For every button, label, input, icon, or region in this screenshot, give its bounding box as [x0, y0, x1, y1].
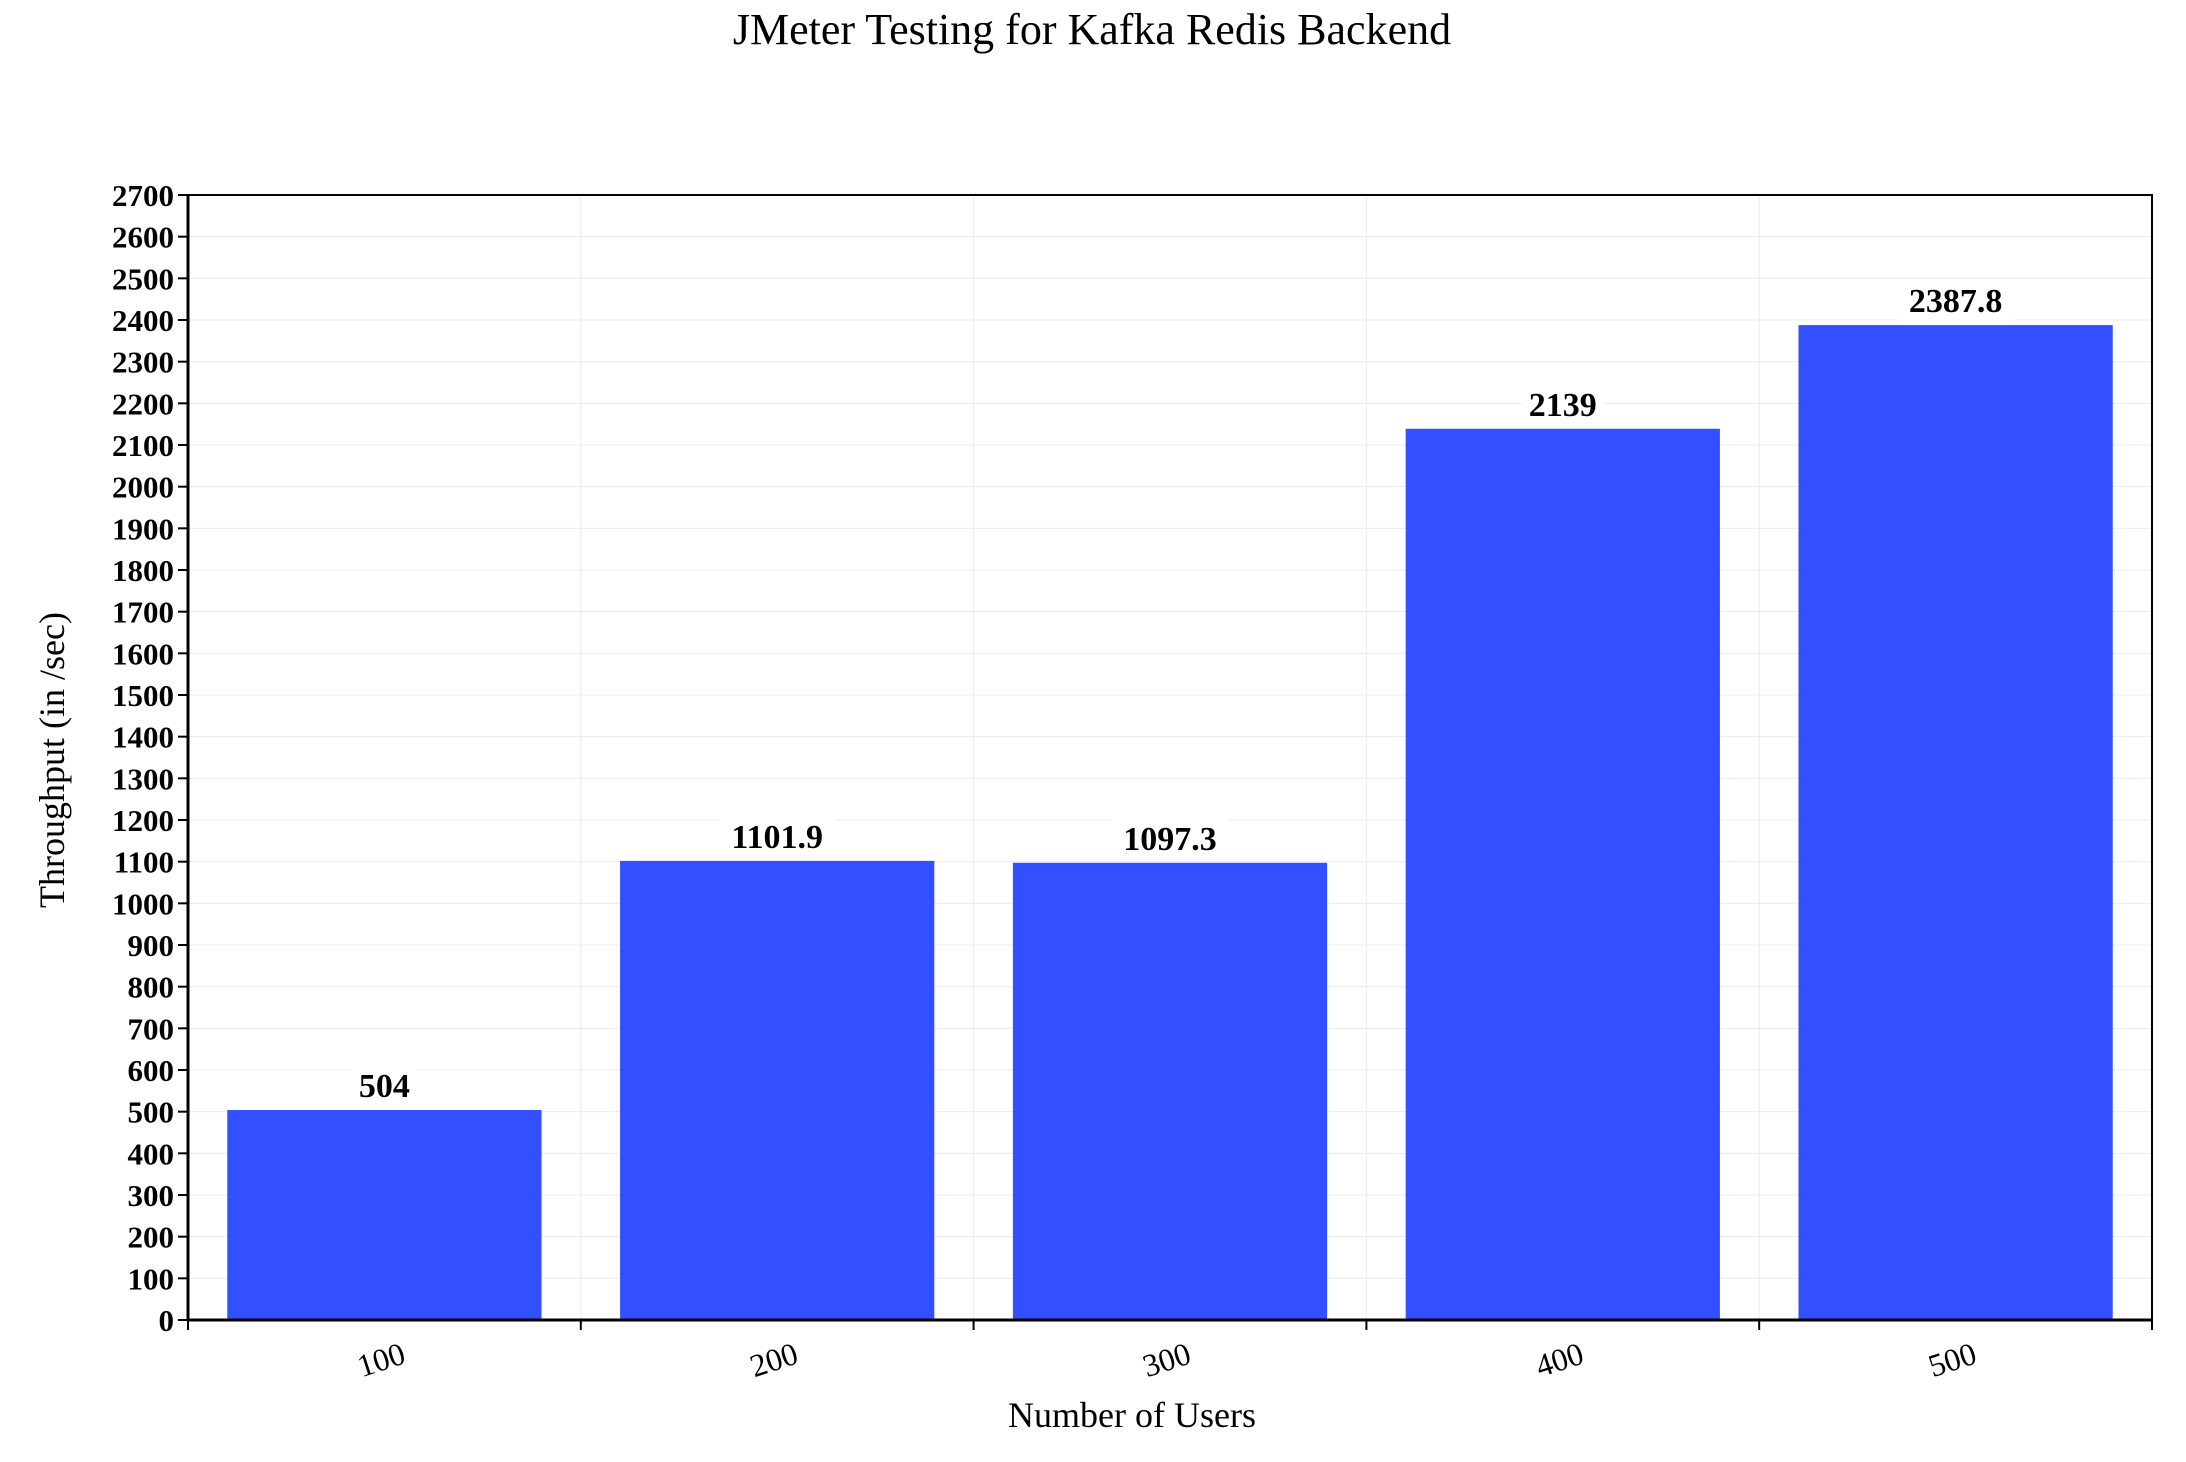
y-tick-label: 0	[159, 1303, 175, 1338]
y-tick-label: 300	[128, 1178, 175, 1213]
y-tick-label: 1900	[112, 511, 174, 546]
y-tick-label: 1400	[112, 720, 174, 755]
x-tick-label: 500	[1924, 1335, 1981, 1384]
y-axis-title: Throughput (in /sec)	[32, 612, 72, 908]
y-tick-label: 2300	[112, 345, 174, 380]
y-tick-label: 2100	[112, 428, 174, 463]
bar-label-bg	[1897, 279, 2014, 322]
bar-value-label: 1101.9	[731, 819, 823, 856]
y-tick-label: 200	[128, 1220, 175, 1255]
x-axis-title: Number of Users	[1008, 1395, 1256, 1435]
bar-label-bg	[1521, 382, 1604, 425]
bar	[1012, 862, 1328, 1320]
bar	[620, 860, 935, 1320]
y-tick-label: 2200	[112, 386, 174, 421]
y-tick-label: 400	[128, 1136, 175, 1171]
x-tick-label: 200	[745, 1335, 802, 1384]
chart-title: JMeter Testing for Kafka Redis Backend	[733, 5, 1451, 54]
bars: 504 1101.9 1097.3 2139 2387.8	[227, 279, 2113, 1320]
y-tick-label: 1600	[112, 636, 174, 671]
bar-value-label: 2139	[1529, 387, 1597, 424]
x-tick-label: 300	[1138, 1335, 1195, 1384]
y-tick-label: 1700	[112, 595, 174, 630]
y-tick-label: 600	[128, 1053, 175, 1088]
y-tick-label: 700	[128, 1011, 175, 1046]
y-tick-label: 500	[128, 1095, 175, 1130]
y-tick-label: 2700	[112, 178, 174, 213]
y-tick-label: 1500	[112, 678, 174, 713]
y-tick-label: 1200	[112, 803, 174, 838]
y-tick-label: 1300	[112, 761, 174, 796]
bar	[1405, 428, 1720, 1320]
bar-label-bg	[719, 814, 836, 857]
bar-label-bg	[1112, 816, 1228, 859]
bar-value-label: 1097.3	[1123, 821, 1217, 858]
bar-value-label: 504	[359, 1068, 410, 1105]
y-tick-label: 2500	[112, 261, 174, 296]
y-tick-label: 1000	[112, 886, 174, 921]
x-tick-label: 400	[1531, 1335, 1588, 1384]
axes: 0 100 200 300 400 500 600 700 800 900 1000 1100 1200…	[112, 178, 2153, 1384]
y-tick-label: 100	[128, 1261, 175, 1296]
bar	[227, 1110, 542, 1320]
y-tick-label: 2400	[112, 303, 174, 338]
bar-label-bg	[351, 1064, 417, 1106]
y-tick-label: 800	[128, 970, 175, 1005]
bar	[1798, 325, 2113, 1320]
bar-value-label: 2387.8	[1909, 283, 2003, 320]
y-tick-label: 2000	[112, 470, 174, 505]
x-tick-label: 100	[353, 1335, 410, 1384]
y-tick-label: 1100	[114, 845, 174, 880]
y-tick-label: 1800	[112, 553, 174, 588]
y-tick-label: 900	[128, 928, 175, 963]
y-tick-label: 2600	[112, 220, 174, 255]
